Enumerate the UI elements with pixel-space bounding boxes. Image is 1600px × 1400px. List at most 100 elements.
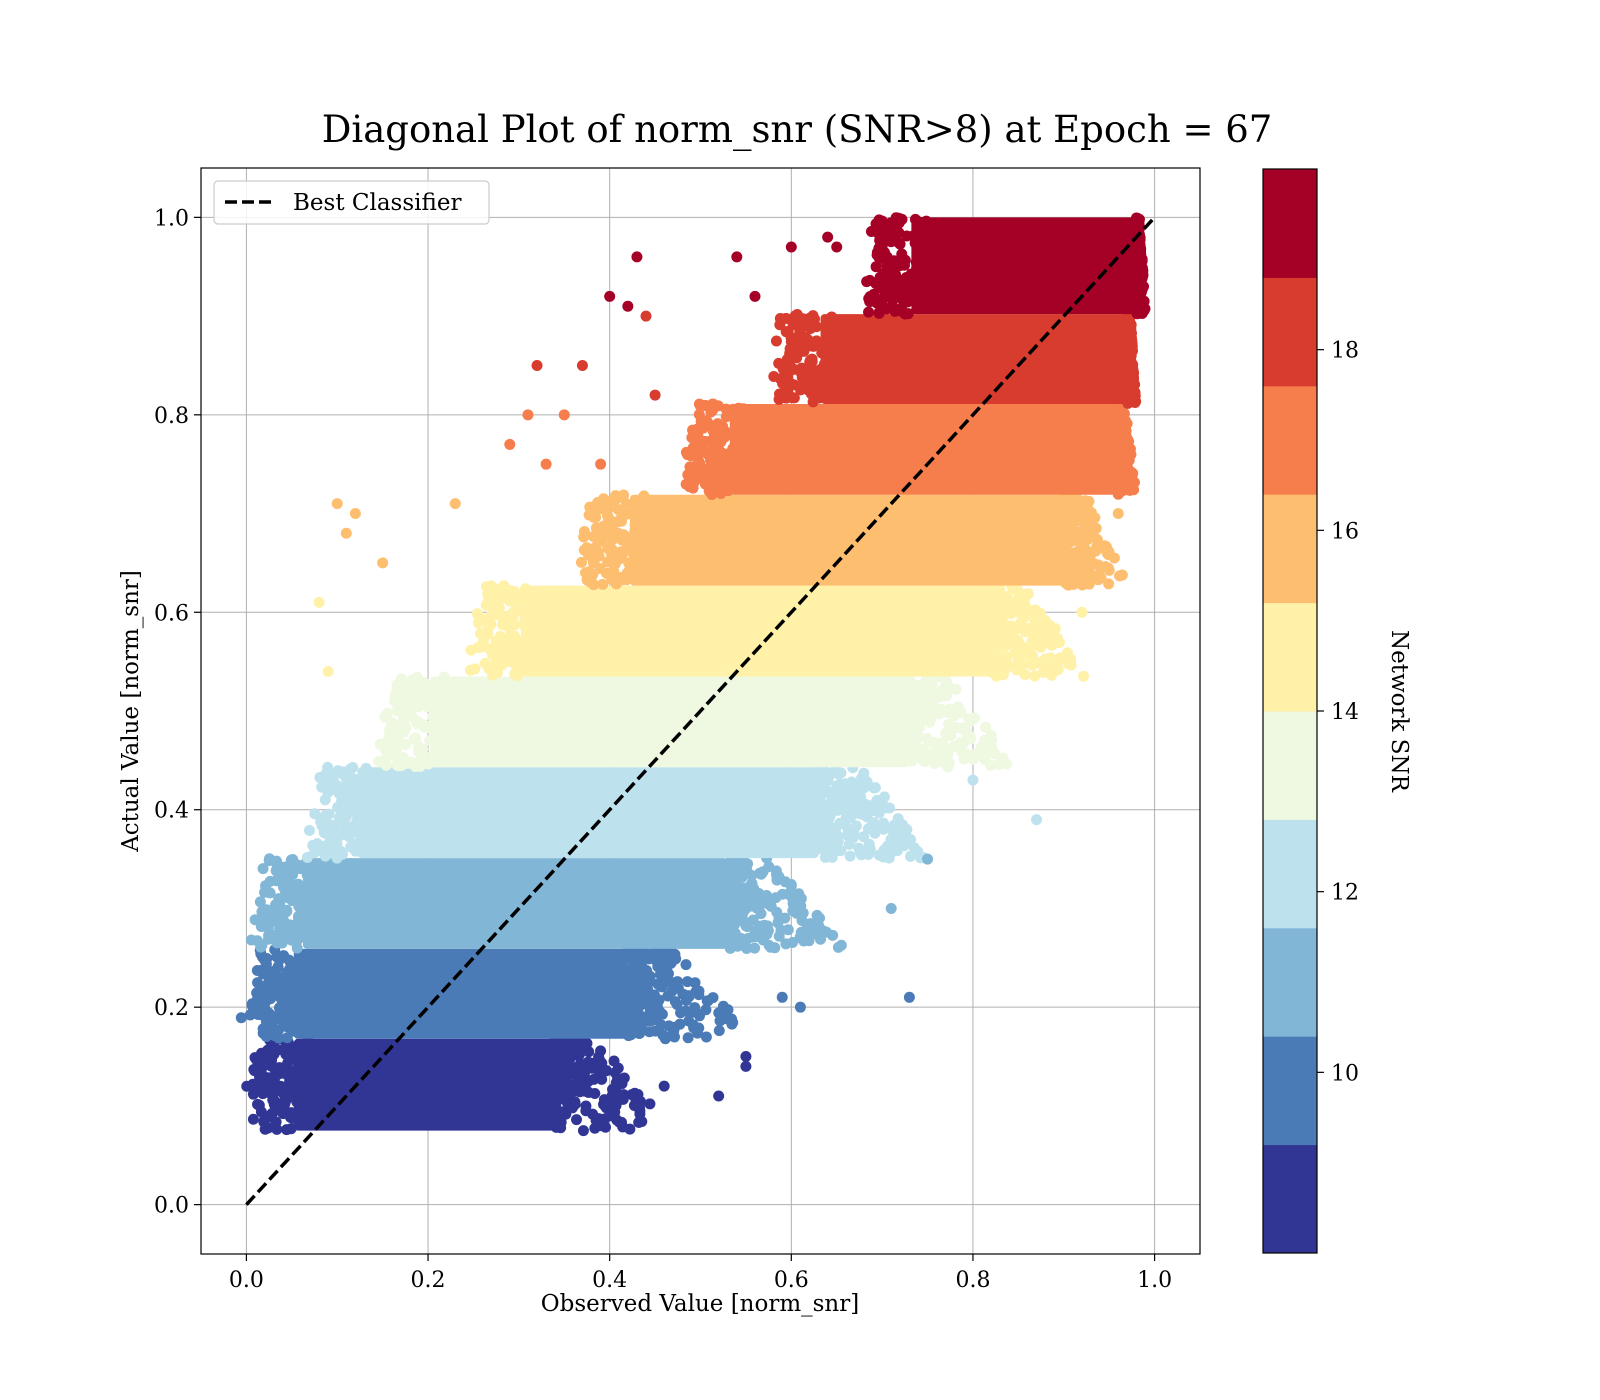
scatter-point bbox=[512, 596, 524, 608]
scatter-point bbox=[293, 972, 305, 984]
scatter-point bbox=[491, 586, 503, 598]
scatter-point bbox=[872, 798, 884, 810]
scatter-point bbox=[1027, 635, 1039, 647]
scatter-band-core bbox=[293, 1038, 556, 1131]
scatter-point bbox=[248, 1064, 260, 1076]
scatter-point bbox=[846, 776, 858, 788]
scatter-point bbox=[280, 874, 292, 886]
scatter-point bbox=[1084, 555, 1096, 567]
scatter-point bbox=[340, 527, 352, 539]
scatter-point bbox=[699, 435, 711, 447]
scatter-point bbox=[577, 1125, 589, 1137]
scatter-point bbox=[1059, 562, 1071, 574]
scatter-point bbox=[904, 741, 916, 753]
scatter-point bbox=[726, 452, 738, 464]
scatter-point bbox=[291, 1063, 303, 1075]
scatter-point bbox=[630, 962, 642, 974]
scatter-point bbox=[267, 1071, 279, 1083]
scatter-point bbox=[749, 942, 761, 954]
scatter-point bbox=[725, 869, 737, 881]
scatter-point bbox=[550, 1098, 562, 1110]
scatter-point bbox=[813, 804, 825, 816]
scatter-point bbox=[876, 293, 888, 305]
scatter-point bbox=[472, 617, 484, 629]
scatter-point bbox=[606, 573, 618, 585]
scatter-point bbox=[874, 252, 886, 264]
scatter-point bbox=[898, 259, 910, 271]
scatter-point bbox=[284, 956, 296, 968]
scatter-point bbox=[900, 833, 912, 845]
scatter-point bbox=[1091, 573, 1103, 585]
x-tick-label: 0.6 bbox=[774, 1268, 809, 1293]
scatter-point bbox=[1084, 514, 1096, 526]
scatter-point bbox=[1108, 552, 1120, 564]
scatter-point bbox=[878, 791, 890, 803]
legend: Best Classifier bbox=[213, 180, 490, 225]
scatter-point bbox=[270, 855, 282, 867]
scatter-point bbox=[278, 1099, 290, 1111]
scatter-point bbox=[623, 1029, 635, 1041]
scatter-point bbox=[902, 296, 914, 308]
scatter-point bbox=[808, 340, 820, 352]
reference-line-group bbox=[245, 216, 1156, 1206]
scatter-point bbox=[562, 1083, 574, 1095]
scatter-point bbox=[258, 1116, 270, 1128]
scatter-point bbox=[349, 508, 361, 520]
best-classifier-line bbox=[245, 216, 1156, 1206]
scatter-point bbox=[464, 664, 476, 676]
scatter-point bbox=[337, 766, 349, 778]
scatter-point bbox=[254, 896, 266, 908]
scatter-point bbox=[909, 213, 921, 225]
scatter-point bbox=[937, 749, 949, 761]
scatter-point bbox=[720, 403, 732, 415]
scatter-point bbox=[869, 782, 881, 794]
scatter-point bbox=[602, 528, 614, 540]
scatter-point bbox=[847, 829, 859, 841]
scatter-point bbox=[286, 996, 298, 1008]
scatter-point bbox=[1078, 670, 1090, 682]
scatter-point bbox=[540, 458, 552, 470]
x-tick-label: 1.0 bbox=[1137, 1268, 1172, 1293]
scatter-point bbox=[688, 477, 700, 489]
scatter-point bbox=[270, 865, 282, 877]
scatter-point bbox=[269, 1013, 281, 1025]
scatter-point bbox=[658, 1080, 670, 1092]
scatter-point bbox=[291, 942, 303, 954]
scatter-point bbox=[981, 738, 993, 750]
scatter-point bbox=[955, 737, 967, 749]
scatter-point bbox=[249, 914, 261, 926]
scatter-point bbox=[726, 1017, 738, 1029]
scatter-point bbox=[284, 1075, 296, 1087]
colorbar-segment bbox=[1263, 602, 1317, 712]
scatter-point bbox=[649, 389, 661, 401]
scatter-point bbox=[558, 409, 570, 421]
scatter-point bbox=[1112, 488, 1124, 500]
scatter-point bbox=[958, 753, 970, 765]
scatter-point bbox=[718, 477, 730, 489]
scatter-point bbox=[858, 767, 870, 779]
scatter-point bbox=[657, 1029, 669, 1041]
scatter-point bbox=[247, 1113, 259, 1125]
scatter-point bbox=[993, 758, 1005, 770]
scatter-point bbox=[281, 905, 293, 917]
scatter-point bbox=[1118, 420, 1130, 432]
scatter-point bbox=[814, 814, 826, 826]
scatter-point bbox=[465, 644, 477, 656]
scatter-point bbox=[275, 927, 287, 939]
scatter-point bbox=[285, 1041, 297, 1053]
scatter-point bbox=[521, 627, 533, 639]
scatter-point bbox=[656, 969, 668, 981]
scatter-point bbox=[874, 271, 886, 283]
scatter-point bbox=[730, 441, 742, 453]
scatter-point bbox=[770, 865, 782, 877]
scatter-point bbox=[597, 578, 609, 590]
scatter-point bbox=[629, 518, 641, 530]
scatter-point bbox=[1121, 435, 1133, 447]
scatter-point bbox=[644, 1098, 656, 1110]
scatter-point bbox=[604, 290, 616, 302]
scatter-band-core bbox=[629, 494, 1064, 586]
scatter-point bbox=[1099, 561, 1111, 573]
scatter-point bbox=[578, 525, 590, 537]
scatter-point bbox=[1054, 652, 1066, 664]
scatter-point bbox=[579, 1085, 591, 1097]
